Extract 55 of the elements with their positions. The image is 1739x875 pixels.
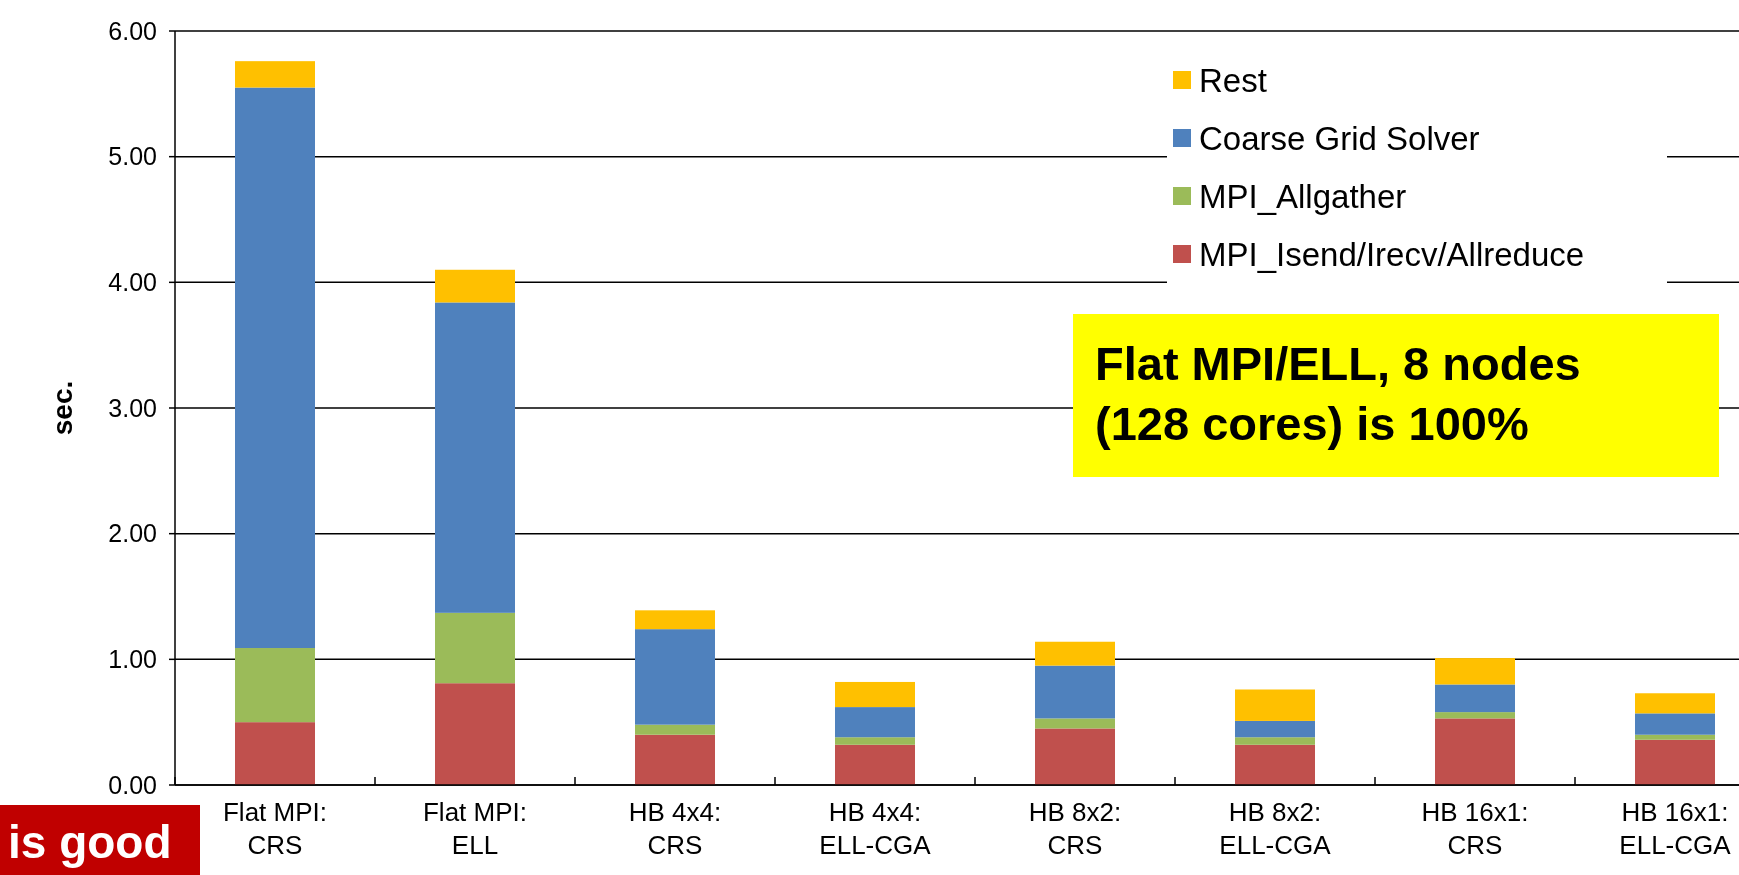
bar — [1235, 720, 1315, 738]
legend-label: Coarse Grid Solver — [1199, 119, 1480, 157]
bar — [1635, 734, 1715, 740]
x-tick-label: HB 4x4: ELL-CGA — [819, 797, 932, 860]
note-box: Flat MPI/ELL, 8 nodes (128 cores) is 100% — [1073, 314, 1719, 477]
legend-label: MPI_Isend/Irecv/Allreduce — [1199, 235, 1585, 273]
y-tick-label: 1.00 — [108, 645, 157, 674]
bar — [1035, 718, 1115, 729]
bar — [1035, 641, 1115, 666]
x-tick-label: HB 8x2: CRS — [1028, 797, 1122, 860]
bar — [235, 722, 315, 785]
bar — [235, 61, 315, 88]
x-tick-label: HB 8x2: ELL-CGA — [1219, 797, 1332, 860]
x-tick-label: Flat MPI: ELL — [422, 797, 528, 860]
bar — [635, 610, 715, 630]
bar — [635, 724, 715, 735]
bar — [435, 302, 515, 613]
bar — [435, 269, 515, 303]
y-tick-label: 2.00 — [108, 519, 157, 548]
bar — [1235, 689, 1315, 721]
bar — [1435, 658, 1515, 685]
bar — [1435, 712, 1515, 719]
bar — [1635, 693, 1715, 714]
x-tick-label: HB 16x1: CRS — [1421, 797, 1529, 860]
bar — [1635, 713, 1715, 735]
bar — [1435, 718, 1515, 785]
bar — [635, 629, 715, 725]
bar — [435, 612, 515, 684]
bar — [1035, 728, 1115, 785]
y-tick-label: 5.00 — [108, 142, 157, 171]
legend-label: Rest — [1199, 61, 1267, 99]
y-axis-title: sec. — [47, 380, 78, 436]
y-tick-label: 3.00 — [108, 393, 157, 422]
x-tick-label: HB 16x1: ELL-CGA — [1619, 797, 1732, 860]
bar — [835, 681, 915, 708]
y-tick-label: 4.00 — [108, 268, 157, 297]
bar — [1435, 684, 1515, 713]
y-tick-label: 6.00 — [108, 16, 157, 45]
bar — [835, 707, 915, 738]
bar — [235, 648, 315, 723]
bar — [1035, 665, 1115, 719]
bar — [1635, 739, 1715, 785]
note-box: is good — [0, 805, 200, 875]
bar — [835, 744, 915, 785]
bar — [1235, 744, 1315, 785]
annotation: Flat MPI/ELL, 8 nodes (128 cores) is 100% — [1095, 337, 1581, 450]
legend-label: MPI_Allgather — [1199, 177, 1407, 215]
bar — [1235, 737, 1315, 745]
bar — [835, 737, 915, 745]
x-tick-label: Flat MPI: CRS — [222, 797, 328, 860]
bar — [235, 87, 315, 649]
y-tick-label: 0.00 — [108, 770, 157, 799]
bar — [435, 683, 515, 785]
bar — [635, 734, 715, 785]
x-tick-label: HB 4x4: CRS — [628, 797, 722, 860]
